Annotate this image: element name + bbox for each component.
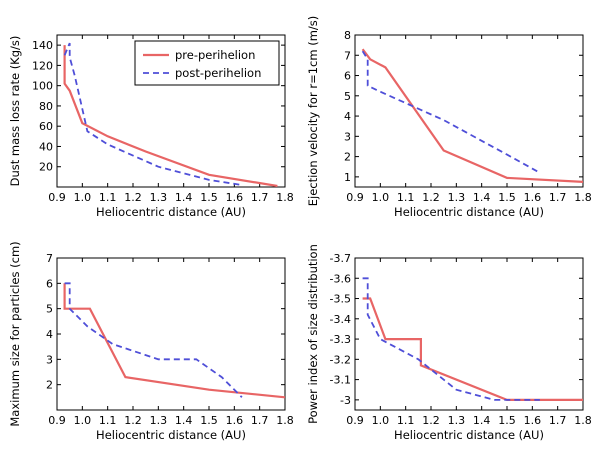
legend-box: [134, 40, 280, 86]
x-tick-label: 1.0: [372, 414, 390, 427]
x-tick-label: 1.0: [74, 191, 92, 204]
y-tick-label: 2: [46, 379, 53, 392]
x-axis-label: Heliocentric distance (AU): [394, 205, 544, 219]
plot-frame: [354, 257, 584, 411]
series-line-post-perihelion: [64, 282, 243, 398]
x-tick-label: 1.4: [175, 414, 193, 427]
y-tick-label: -3.1: [330, 374, 351, 387]
x-tick-label: 1.7: [549, 414, 567, 427]
chart-panel-3: 0.9 1.0 1.1 1.2 1.3 1.4 1.5 1.6 1.7 1.8 2 3 4 5 6 7 Heli…: [8, 241, 294, 442]
y-tick-label: 5: [46, 303, 53, 316]
y-tick-label: 60: [39, 120, 53, 133]
x-tick-label: 1.2: [124, 414, 142, 427]
y-tick-label: -3: [340, 394, 351, 407]
x-tick-label: 0.9: [346, 191, 364, 204]
y-tick-label: -3.3: [330, 333, 351, 346]
x-tick-label: 1.5: [200, 414, 218, 427]
x-tick-label: 1.3: [150, 414, 168, 427]
x-tick-label: 1.3: [448, 414, 466, 427]
y-tick-label: 8: [344, 29, 351, 42]
x-tick-label: 1.6: [226, 414, 244, 427]
x-tick-label: 1.8: [276, 191, 294, 204]
y-tick-label: -3.7: [330, 252, 351, 265]
x-tick-label: 1.8: [574, 414, 592, 427]
y-tick-label: 20: [39, 161, 53, 174]
plot-frame: [56, 34, 286, 188]
x-tick-label: 1.2: [422, 414, 440, 427]
series-line-pre-perihelion: [63, 283, 285, 399]
x-tick-label: 0.9: [346, 414, 364, 427]
y-tick-label: 80: [39, 100, 53, 113]
y-tick-label: 7: [344, 49, 351, 62]
x-tick-label: 1.4: [473, 191, 491, 204]
y-tick-label: 40: [39, 140, 53, 153]
series-line-post-perihelion: [362, 277, 540, 401]
legend-label-post: post-perihelion: [175, 66, 261, 80]
series-line-post-perihelion: [361, 50, 541, 174]
y-tick-label: -3.4: [330, 313, 351, 326]
x-tick-label: 1.1: [99, 414, 117, 427]
x-tick-label: 1.7: [251, 414, 269, 427]
y-tick-label: -3.6: [330, 272, 351, 285]
chart-panel-4: 0.9 1.0 1.1 1.2 1.3 1.4 1.5 1.6 1.7 1.8 -3 -3.1 -3.2…: [306, 244, 592, 442]
x-tick-label: 1.1: [99, 191, 117, 204]
x-axis-label: Heliocentric distance (AU): [96, 428, 246, 442]
x-tick-label: 0.9: [48, 414, 66, 427]
x-axis-label: Heliocentric distance (AU): [96, 205, 246, 219]
x-tick-label: 1.7: [251, 191, 269, 204]
x-tick-label: 0.9: [48, 191, 66, 204]
legend-label-pre: pre-perihelion: [175, 48, 255, 62]
y-tick-label: 6: [344, 70, 351, 83]
series-line-pre-perihelion: [63, 45, 278, 187]
chart-panel-1: 0.9 1.0 1.1 1.2 1.3 1.4 1.5 1.6 1.7 1.8 20 40 60 80 10…: [8, 34, 294, 219]
y-axis-label: Maximum size for particles (cm): [8, 241, 22, 426]
series-line-pre-perihelion: [362, 297, 583, 401]
x-tick-label: 1.3: [150, 191, 168, 204]
legend: pre-perihelion post-perihelion: [134, 40, 280, 86]
plot-frame: [56, 257, 286, 411]
y-tick-label: -3.2: [330, 353, 351, 366]
x-tick-label: 1.1: [397, 414, 415, 427]
y-tick-label: 3: [46, 353, 53, 366]
x-tick-label: 1.6: [524, 414, 542, 427]
plot-frame: [354, 34, 584, 188]
x-tick-label: 1.4: [175, 191, 193, 204]
x-tick-label: 1.2: [422, 191, 440, 204]
x-tick-label: 1.4: [473, 414, 491, 427]
series-line-post-perihelion: [63, 42, 243, 186]
y-axis-label: Ejection velocity for r=1cm (m/s): [306, 16, 320, 207]
y-tick-label: 140: [32, 39, 53, 52]
y-axis-label: Dust mass loss rate (Kg/s): [8, 36, 22, 187]
x-tick-label: 1.3: [448, 191, 466, 204]
y-tick-label: 6: [46, 277, 53, 290]
charts-layer: 0.9 1.0 1.1 1.2 1.3 1.4 1.5 1.6 1.7 1.82040608010…: [8, 16, 592, 442]
y-tick-label: 2: [344, 151, 351, 164]
x-axis-label: Heliocentric distance (AU): [394, 428, 544, 442]
y-tick-label: 7: [46, 252, 53, 265]
series-line-pre-perihelion: [361, 48, 583, 183]
y-tick-label: 1: [344, 171, 351, 184]
x-tick-label: 1.0: [372, 191, 390, 204]
x-tick-label: 1.8: [574, 191, 592, 204]
y-tick-label: 120: [32, 59, 53, 72]
y-tick-label: 4: [344, 110, 351, 123]
x-tick-label: 1.0: [74, 414, 92, 427]
x-tick-label: 1.5: [498, 191, 516, 204]
chart-panel-2: 0.9 1.0 1.1 1.2 1.3 1.4 1.5 1.6 1.7 1.8 1 2 3 4 5 6 7 8 He…: [306, 16, 592, 219]
y-tick-label: 5: [344, 90, 351, 103]
x-tick-label: 1.6: [226, 191, 244, 204]
y-tick-label: 3: [344, 130, 351, 143]
x-tick-label: 1.5: [200, 191, 218, 204]
x-tick-label: 1.5: [498, 414, 516, 427]
y-tick-label: 100: [32, 80, 53, 93]
x-tick-label: 1.8: [276, 414, 294, 427]
y-axis-label: Power index of size distribution: [306, 244, 320, 424]
x-tick-label: 1.6: [524, 191, 542, 204]
y-tick-label: -3.5: [330, 293, 351, 306]
x-tick-label: 1.1: [397, 191, 415, 204]
x-tick-label: 1.7: [549, 191, 567, 204]
y-tick-label: 4: [46, 328, 53, 341]
x-tick-label: 1.2: [124, 191, 142, 204]
